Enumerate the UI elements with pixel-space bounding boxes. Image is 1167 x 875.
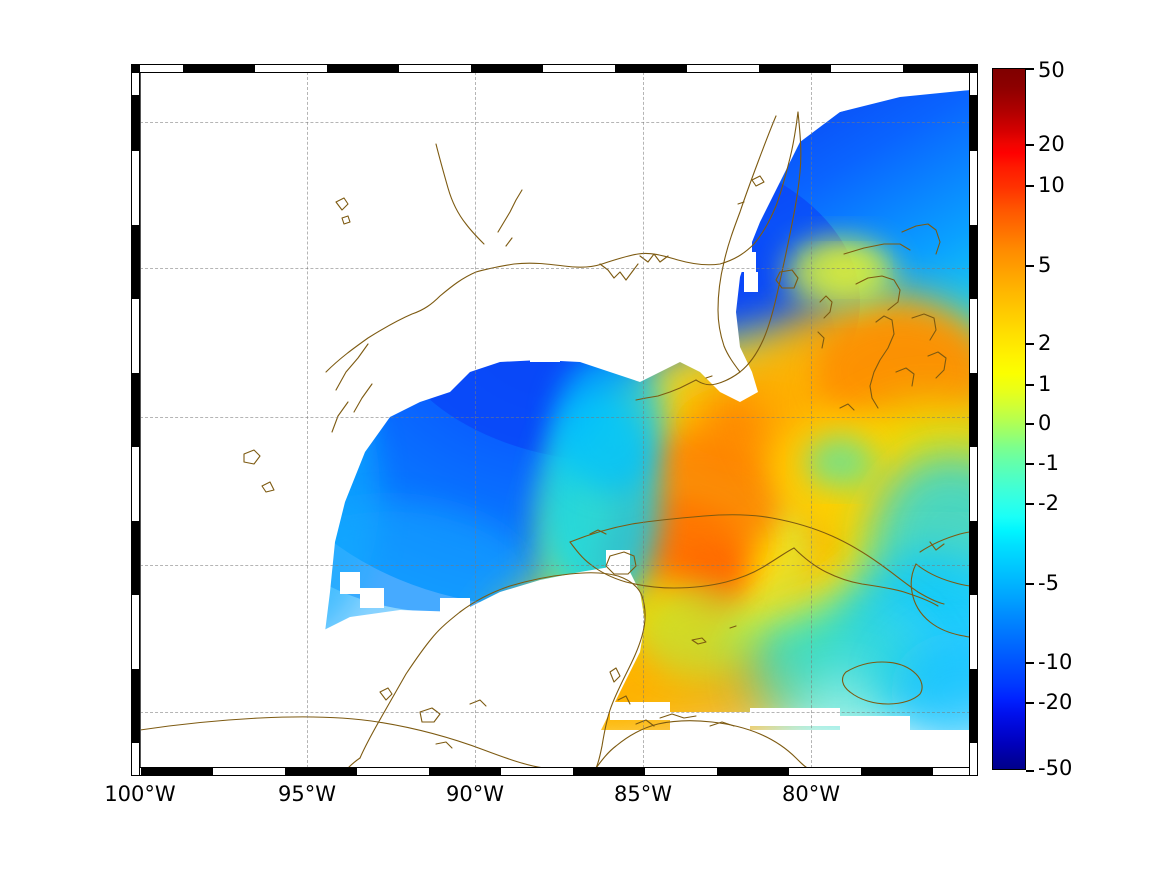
xtick-label-90w: 90°W xyxy=(446,782,504,806)
colorbar-label-neg10: -10 xyxy=(1038,650,1073,674)
colorbar-tick-neg20 xyxy=(1026,702,1034,704)
colorbar-label-50: 50 xyxy=(1038,58,1065,82)
colorbar-label-10: 10 xyxy=(1038,173,1065,197)
colorbar-label-1: 1 xyxy=(1038,372,1052,396)
colorbar-tick-2 xyxy=(1026,343,1034,345)
colorbar-label-5: 5 xyxy=(1038,253,1052,277)
colorbar-tick-10 xyxy=(1026,185,1034,187)
colorbar-tick-0 xyxy=(1026,423,1034,425)
colorbar-tick-1 xyxy=(1026,384,1034,386)
colorbar-label-neg50: -50 xyxy=(1038,756,1073,780)
colorbar-tick-neg2 xyxy=(1026,503,1034,505)
map-frame-bottom xyxy=(136,767,974,776)
map-frame-top xyxy=(136,64,974,73)
colorbar[interactable]: 50 20 10 5 2 1 0 -1 -2 -5 -10 -20 -50 xyxy=(992,58,1072,780)
xtick-label-95w: 95°W xyxy=(278,782,336,806)
xtick-label-100w: 100°W xyxy=(104,782,176,806)
colorbar-label-neg1: -1 xyxy=(1038,451,1059,475)
colorbar-tick-50 xyxy=(1026,68,1034,70)
colorbar-tick-neg5 xyxy=(1026,583,1034,585)
map-frame-right xyxy=(969,64,978,776)
coastline-layer xyxy=(140,111,970,768)
xtick-label-80w: 80°W xyxy=(782,782,840,806)
colorbar-label-neg2: -2 xyxy=(1038,491,1059,515)
colorbar-tick-neg1 xyxy=(1026,463,1034,465)
colorbar-label-20: 20 xyxy=(1038,132,1065,156)
map-axes[interactable] xyxy=(140,72,970,768)
colorbar-tick-20 xyxy=(1026,144,1034,146)
colorbar-label-neg20: -20 xyxy=(1038,690,1073,714)
colorbar-tick-5 xyxy=(1026,265,1034,267)
heatmap-svg xyxy=(140,72,970,768)
colorbar-label-2: 2 xyxy=(1038,331,1052,355)
land-mask xyxy=(140,72,970,768)
colorbar-label-neg5: -5 xyxy=(1038,571,1059,595)
colorbar-tick-neg10 xyxy=(1026,662,1034,664)
data-footprint-edges xyxy=(326,232,970,768)
colorbar-gradient xyxy=(992,68,1026,770)
map-data-layer xyxy=(140,72,970,768)
east-caribbean-cool xyxy=(750,452,970,752)
map-frame-left xyxy=(131,64,140,776)
xtick-label-85w: 85°W xyxy=(614,782,672,806)
colorbar-label-0: 0 xyxy=(1038,411,1052,435)
colorbar-tick-neg50 xyxy=(1026,770,1034,772)
